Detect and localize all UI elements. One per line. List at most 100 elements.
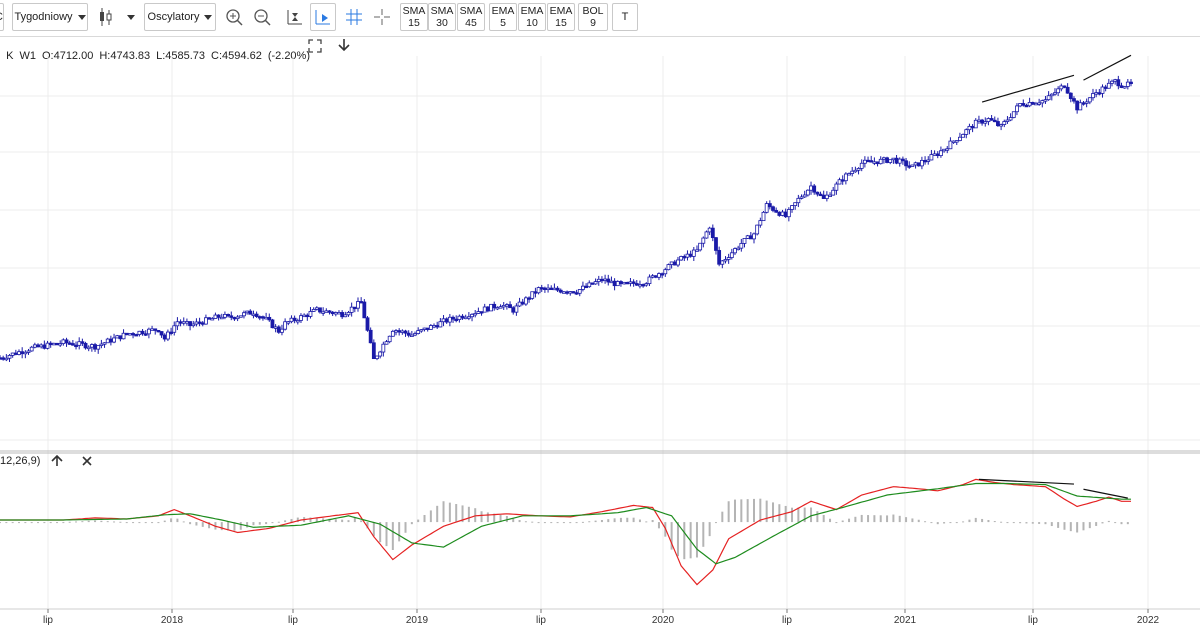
histogram-bar — [189, 522, 192, 525]
candle-body — [802, 194, 807, 198]
candle-body — [688, 253, 693, 257]
histogram-bar — [252, 522, 255, 526]
candle-body — [527, 297, 531, 300]
candle-body — [1068, 92, 1073, 99]
candle-body — [894, 157, 899, 164]
price-trendline[interactable] — [981, 74, 1075, 103]
candle-body — [96, 345, 101, 350]
arrow-up-icon[interactable] — [51, 454, 63, 470]
chevron-down-icon — [204, 14, 213, 20]
candle-body — [447, 316, 452, 323]
close-icon[interactable] — [81, 455, 93, 470]
candle-body — [539, 287, 544, 290]
candle-body — [162, 334, 167, 340]
candle-body — [755, 224, 760, 235]
candle-body — [330, 311, 335, 315]
candle-body — [920, 159, 924, 167]
crosshair-icon — [374, 9, 390, 25]
price-trendline[interactable] — [1083, 54, 1132, 81]
histogram-bar — [132, 522, 135, 524]
candle-body — [948, 140, 953, 150]
histogram-bar — [778, 504, 781, 523]
histogram-bar — [740, 499, 743, 523]
indicator-period: 9 — [590, 17, 596, 29]
candle-body — [409, 334, 414, 337]
candle-body — [45, 342, 50, 349]
histogram-bar — [436, 505, 439, 523]
indicator-button-bol-9[interactable]: BOL 9 — [578, 3, 608, 31]
histogram-bar — [94, 520, 97, 523]
histogram-bar — [873, 515, 876, 523]
histogram-bar — [62, 522, 65, 524]
candle-body — [631, 281, 636, 284]
histogram-bar — [119, 521, 122, 523]
histogram-bar — [746, 499, 749, 523]
open-value: O:4712.00 — [41, 50, 94, 62]
candle-body — [609, 280, 614, 284]
candle-body — [980, 119, 985, 124]
histogram-bar — [24, 522, 27, 524]
histogram-bar — [632, 517, 635, 523]
text-tool-button[interactable]: T — [612, 3, 638, 31]
histogram-bar — [518, 520, 521, 523]
arrow-down-icon[interactable] — [337, 38, 351, 55]
candle-body — [83, 342, 88, 349]
candle-body — [786, 209, 791, 218]
macd-trendline[interactable] — [978, 478, 1075, 485]
candle-body — [796, 197, 801, 204]
indicator-button-ema-10[interactable]: EMA 10 — [518, 3, 546, 31]
candle-body — [501, 304, 506, 308]
fullscreen-icon[interactable] — [308, 39, 322, 56]
chart-type-dropdown[interactable] — [92, 3, 140, 31]
crosshair-button[interactable] — [370, 3, 394, 31]
oscillators-dropdown[interactable]: Oscylatory — [144, 3, 216, 31]
indicator-button-ema-15[interactable]: EMA 15 — [547, 3, 575, 31]
histogram-bar — [607, 519, 610, 523]
histogram-bar — [543, 522, 546, 524]
histogram-bar — [727, 501, 730, 523]
fit-range-button[interactable] — [282, 3, 308, 31]
candle-body — [799, 196, 804, 199]
timeframe-dropdown[interactable]: Tygodniowy — [12, 3, 88, 31]
indicator-button-sma-15[interactable]: SMA 15 — [400, 3, 428, 31]
high-value: H:4743.83 — [99, 50, 151, 62]
histogram-bar — [664, 522, 667, 537]
candle-body — [904, 160, 908, 167]
candle-body — [438, 321, 443, 328]
zoom-out-button[interactable] — [250, 3, 274, 31]
indicator-button-sma-45[interactable]: SMA 45 — [457, 3, 485, 31]
histogram-bar — [987, 520, 990, 523]
histogram-bar — [75, 521, 78, 523]
candle-body — [853, 169, 858, 173]
candle-body — [4, 357, 9, 361]
indicator-button-sma-30[interactable]: SMA 30 — [428, 3, 456, 31]
candle-body — [504, 304, 509, 307]
candle-body — [235, 316, 240, 320]
histogram-bar — [442, 501, 445, 523]
histogram-bar — [151, 522, 154, 524]
axis-label: lip — [782, 615, 792, 626]
candle-body — [200, 322, 205, 325]
candle-body — [761, 211, 766, 222]
candle-body — [327, 310, 332, 313]
candle-body — [166, 331, 170, 340]
candle-body — [153, 328, 158, 331]
grid-toggle-button[interactable] — [342, 3, 366, 31]
candle-body — [397, 330, 402, 333]
zoom-in-button[interactable] — [222, 3, 246, 31]
indicator-button-ema-5[interactable]: EMA 5 — [489, 3, 517, 31]
candle-body — [615, 281, 620, 287]
histogram-bar — [1063, 522, 1066, 530]
scroll-to-end-button[interactable] — [310, 3, 336, 31]
macd-trendline[interactable] — [1083, 488, 1128, 499]
candle-body — [7, 355, 12, 359]
candle-body — [698, 242, 703, 251]
menu-button[interactable]: C — [0, 3, 4, 31]
candle-body — [270, 319, 275, 329]
candle-body — [581, 285, 585, 290]
candle-body — [805, 189, 810, 196]
candle-body — [216, 314, 221, 318]
symbol-k-glyph: K — [6, 50, 14, 62]
candle-body — [603, 278, 608, 281]
